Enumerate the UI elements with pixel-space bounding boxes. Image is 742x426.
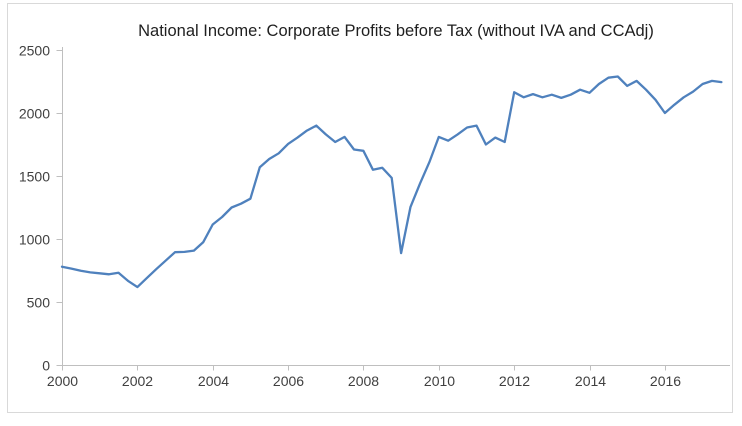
y-tick-label: 0: [42, 358, 50, 374]
axis-tick-labels: 0 500 1000 1500 2000 2500 2000 2002 2004 2006 2008…: [19, 43, 681, 390]
profits-line-series: [60, 75, 723, 289]
x-tick-label: 2002: [122, 373, 153, 389]
y-tick-label: 1000: [19, 232, 50, 248]
axes: [56, 47, 730, 371]
y-tick-label: 2000: [19, 106, 50, 122]
x-tick-label: 2006: [273, 373, 304, 389]
y-tick-label: 500: [27, 295, 51, 311]
x-tick-label: 2004: [198, 373, 229, 389]
x-tick-label: 2010: [424, 373, 455, 389]
chart-frame-border: [7, 3, 733, 413]
x-tick-label: 2014: [575, 373, 606, 389]
chart-title: National Income: Corporate Profits befor…: [138, 22, 654, 40]
x-tick-label: 2012: [499, 373, 530, 389]
x-tick-label: 2008: [348, 373, 379, 389]
x-tick-label: 2000: [47, 373, 78, 389]
y-tick-label: 2500: [19, 43, 50, 59]
y-tick-label: 1500: [19, 169, 50, 185]
x-tick-label: 2016: [650, 373, 681, 389]
